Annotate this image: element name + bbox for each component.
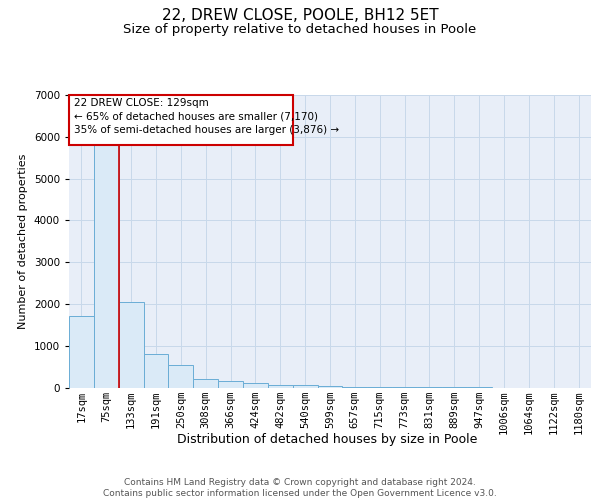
Text: Contains HM Land Registry data © Crown copyright and database right 2024.
Contai: Contains HM Land Registry data © Crown c… (103, 478, 497, 498)
Bar (119, 302, 143, 388)
Bar (70, 95, 293, 145)
Bar (293, 386, 317, 388)
Text: Size of property relative to detached houses in Poole: Size of property relative to detached ho… (124, 22, 476, 36)
Bar (268, 384, 293, 388)
Text: 22, DREW CLOSE, POOLE, BH12 5ET: 22, DREW CLOSE, POOLE, BH12 5ET (161, 8, 439, 22)
Bar (169, 364, 193, 388)
Text: Distribution of detached houses by size in Poole: Distribution of detached houses by size … (177, 432, 477, 446)
Bar (218, 381, 243, 388)
Text: 22 DREW CLOSE: 129sqm
← 65% of detached houses are smaller (7,170)
35% of semi-d: 22 DREW CLOSE: 129sqm ← 65% of detached … (74, 98, 340, 134)
Bar (69, 316, 94, 388)
Bar (193, 379, 218, 388)
Bar (94, 143, 119, 388)
Bar (143, 354, 169, 388)
Y-axis label: Number of detached properties: Number of detached properties (18, 154, 28, 329)
Bar (243, 384, 268, 388)
Bar (317, 386, 343, 388)
